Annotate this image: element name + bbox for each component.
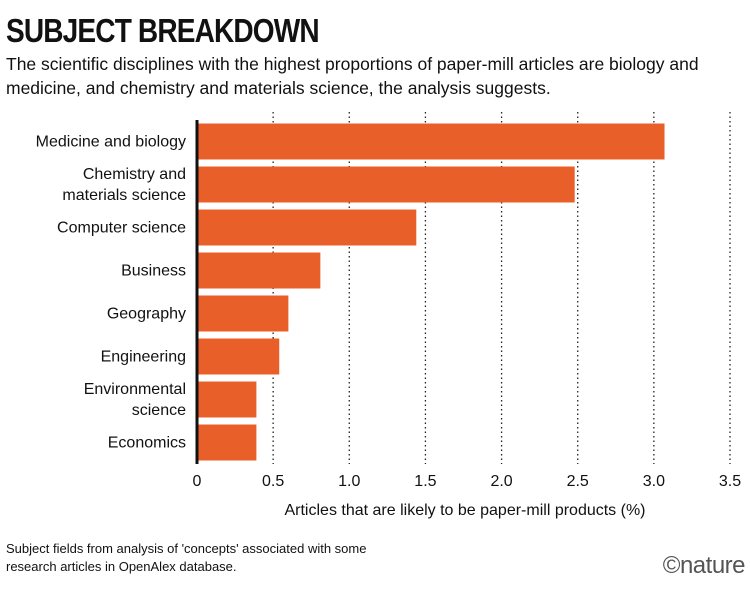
bar bbox=[197, 123, 665, 160]
y-tick-label: Computer science bbox=[57, 219, 186, 236]
x-axis-title: Articles that are likely to be paper-mil… bbox=[284, 502, 645, 519]
x-tick-label: 3.5 bbox=[719, 473, 741, 490]
y-tick-label: Economics bbox=[107, 434, 186, 451]
bar bbox=[197, 338, 280, 375]
x-tick-label: 2.5 bbox=[567, 473, 589, 490]
bar bbox=[197, 166, 575, 203]
bar bbox=[197, 209, 417, 246]
y-tick-label: Engineering bbox=[100, 348, 186, 365]
y-tick-label: Medicine and biology bbox=[35, 133, 186, 150]
x-tick-label: 1.5 bbox=[414, 473, 436, 490]
y-tick-label: Environmental science bbox=[83, 380, 186, 419]
x-tick-label: 3.0 bbox=[643, 473, 665, 490]
footnote: Subject fields from analysis of 'concept… bbox=[6, 541, 367, 574]
chart-title: SUBJECT BREAKDOWN bbox=[6, 12, 320, 49]
credit: ©nature bbox=[662, 552, 746, 579]
y-tick-label: Chemistry and materials science bbox=[62, 165, 186, 204]
bar bbox=[197, 424, 257, 461]
x-tick-label: 0 bbox=[193, 473, 202, 490]
x-tick-label: 2.0 bbox=[490, 473, 512, 490]
bar bbox=[197, 381, 257, 418]
y-tick-label: Geography bbox=[106, 305, 186, 322]
chart-subtitle: The scientific disciplines with the high… bbox=[6, 54, 699, 98]
x-tick-label: 0.5 bbox=[262, 473, 284, 490]
y-tick-label: Business bbox=[121, 262, 186, 279]
x-tick-label: 1.0 bbox=[338, 473, 360, 490]
bar bbox=[197, 252, 321, 289]
bar bbox=[197, 295, 289, 332]
